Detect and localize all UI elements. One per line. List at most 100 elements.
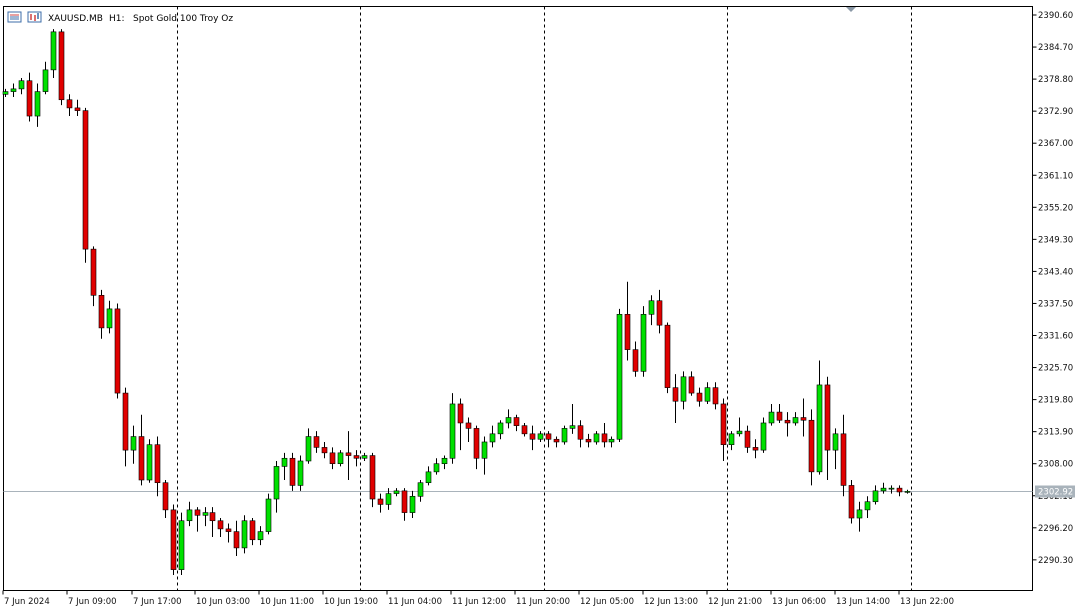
candle-body bbox=[744, 430, 751, 448]
candle-body bbox=[904, 491, 911, 493]
candle-body bbox=[194, 509, 201, 516]
candle-body bbox=[162, 482, 169, 511]
candle bbox=[904, 489, 911, 494]
candle-body bbox=[98, 295, 105, 329]
candle bbox=[489, 425, 496, 448]
candle bbox=[752, 439, 759, 459]
candle bbox=[138, 414, 145, 486]
chart-shift-marker-icon[interactable] bbox=[846, 7, 856, 12]
candle bbox=[896, 485, 903, 497]
candle bbox=[369, 452, 376, 508]
chart-type-icon[interactable] bbox=[27, 11, 42, 23]
chart-description: Spot Gold 100 Troy Oz bbox=[133, 14, 233, 24]
y-tick-label: 2319.80 bbox=[1038, 396, 1073, 406]
candle-body bbox=[521, 425, 528, 435]
candle bbox=[601, 422, 608, 448]
current-price-label: 2302.92 bbox=[1038, 488, 1073, 498]
candle bbox=[473, 425, 480, 470]
candle bbox=[353, 450, 360, 467]
candle bbox=[624, 281, 631, 361]
candle bbox=[720, 398, 727, 461]
candle-body bbox=[553, 438, 560, 443]
candle-body bbox=[832, 433, 839, 451]
y-tick-label: 2331.60 bbox=[1038, 332, 1073, 342]
candle-body bbox=[648, 300, 655, 315]
candle-body bbox=[82, 110, 89, 250]
candle bbox=[696, 387, 703, 407]
candle-body bbox=[345, 452, 352, 456]
candle-body bbox=[122, 392, 129, 451]
candle-body bbox=[489, 433, 496, 443]
x-tick-label: 11 Jun 04:00 bbox=[388, 597, 442, 606]
candle-body bbox=[337, 452, 344, 465]
candle bbox=[249, 518, 256, 546]
candle bbox=[385, 488, 392, 510]
candle bbox=[154, 436, 161, 497]
candle-body bbox=[281, 457, 288, 467]
candle bbox=[832, 428, 839, 470]
candle bbox=[497, 420, 504, 440]
candle bbox=[800, 398, 807, 437]
candle bbox=[305, 428, 312, 464]
candle-body bbox=[329, 452, 336, 465]
candle-body bbox=[465, 422, 472, 429]
candle-body bbox=[26, 80, 33, 117]
candle bbox=[736, 417, 743, 437]
candle bbox=[784, 412, 791, 437]
candle bbox=[656, 289, 663, 334]
y-tick-label: 2325.70 bbox=[1038, 364, 1073, 374]
candle bbox=[90, 246, 97, 307]
candle-body bbox=[864, 501, 871, 511]
candle-body bbox=[704, 387, 711, 402]
candle-body bbox=[114, 308, 121, 394]
y-tick-label: 2343.40 bbox=[1038, 267, 1073, 277]
candle-body bbox=[632, 349, 639, 372]
candle-body bbox=[217, 520, 224, 530]
x-tick-label: 12 Jun 13:00 bbox=[644, 597, 698, 606]
candle-body bbox=[241, 520, 248, 549]
candle-body bbox=[265, 498, 272, 532]
candle-body bbox=[10, 88, 17, 92]
candle-body bbox=[441, 457, 448, 464]
candle bbox=[569, 403, 576, 434]
candle bbox=[409, 490, 416, 519]
y-tick-label: 2361.10 bbox=[1038, 171, 1073, 181]
y-tick-label: 2296.20 bbox=[1038, 524, 1073, 534]
candle-body bbox=[680, 376, 687, 402]
candle bbox=[872, 485, 879, 505]
x-tick-label: 13 Jun 06:00 bbox=[772, 597, 826, 606]
candle-body bbox=[353, 455, 360, 459]
y-tick-label: 2337.50 bbox=[1038, 299, 1073, 309]
candle bbox=[457, 398, 464, 451]
candle bbox=[82, 107, 89, 263]
vertical-grid-lines bbox=[177, 6, 912, 591]
candle-body bbox=[449, 403, 456, 459]
candle bbox=[688, 371, 695, 396]
candle bbox=[257, 526, 264, 546]
candle-body bbox=[840, 433, 847, 486]
candle bbox=[465, 417, 472, 442]
candle bbox=[178, 512, 185, 576]
candle bbox=[640, 306, 647, 377]
candle-body bbox=[872, 490, 879, 503]
candle-body bbox=[178, 520, 185, 570]
candle bbox=[768, 403, 775, 426]
candle bbox=[840, 414, 847, 497]
candle-body bbox=[896, 487, 903, 493]
candle bbox=[241, 515, 248, 554]
candle-body bbox=[752, 447, 759, 451]
chart-list-icon[interactable] bbox=[7, 11, 22, 23]
candle bbox=[122, 387, 129, 467]
candle bbox=[792, 412, 799, 426]
candle-body bbox=[273, 466, 280, 500]
y-tick-label: 2355.20 bbox=[1038, 203, 1073, 213]
candle-body bbox=[736, 430, 743, 435]
candle bbox=[66, 94, 73, 117]
candle-body bbox=[537, 433, 544, 440]
candle bbox=[377, 493, 384, 513]
candle-body bbox=[202, 512, 209, 516]
candle-body bbox=[473, 428, 480, 459]
candle-body bbox=[42, 69, 49, 92]
candle-body bbox=[249, 520, 256, 541]
